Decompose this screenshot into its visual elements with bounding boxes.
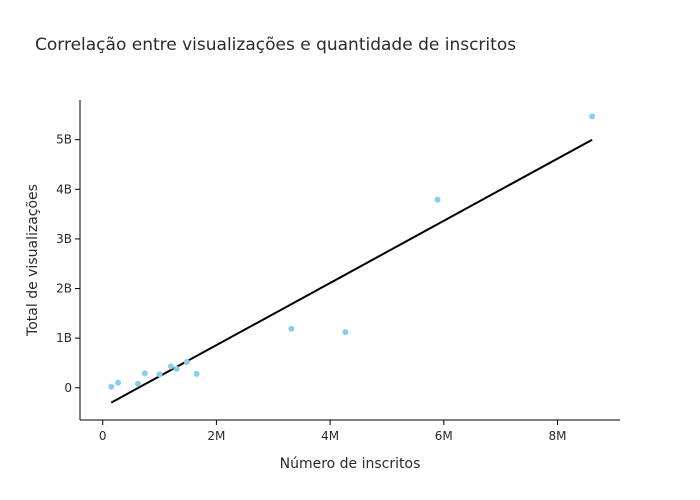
y-tick-label: 2B [56,282,72,296]
y-tick-label: 3B [56,232,72,246]
x-tick-label: 6M [435,429,453,443]
data-point [193,370,200,377]
data-point [183,358,190,365]
y-tick-label: 1B [56,331,72,345]
data-point [115,379,122,386]
trendline [110,138,593,404]
x-tick-label: 4M [321,429,339,443]
x-tick-label: 8M [548,429,566,443]
data-point [434,196,441,203]
trendline-layer [110,138,593,404]
data-point [173,365,180,372]
x-axis-ticks: 0 2M 4M 6M 8M [99,420,566,443]
x-tick-label: 0 [99,429,107,443]
data-point [108,383,115,390]
data-point [589,113,596,120]
y-tick-label: 5B [56,133,72,147]
chart-title: Correlação entre visualizações e quantid… [35,35,516,55]
data-point [342,329,349,336]
data-point [288,325,295,332]
data-point [156,371,163,378]
y-tick-label: 0 [64,381,72,395]
points-layer [108,113,596,390]
y-axis-ticks: 0 1B 2B 3B 4B 5B [56,133,80,395]
x-axis-label: Número de inscritos [280,456,421,472]
data-point [134,380,141,387]
y-axis-label: Total de visualizações [25,184,41,337]
y-tick-label: 4B [56,182,72,196]
data-point [141,370,148,377]
data-point [167,363,174,370]
x-tick-label: 2M [207,429,225,443]
